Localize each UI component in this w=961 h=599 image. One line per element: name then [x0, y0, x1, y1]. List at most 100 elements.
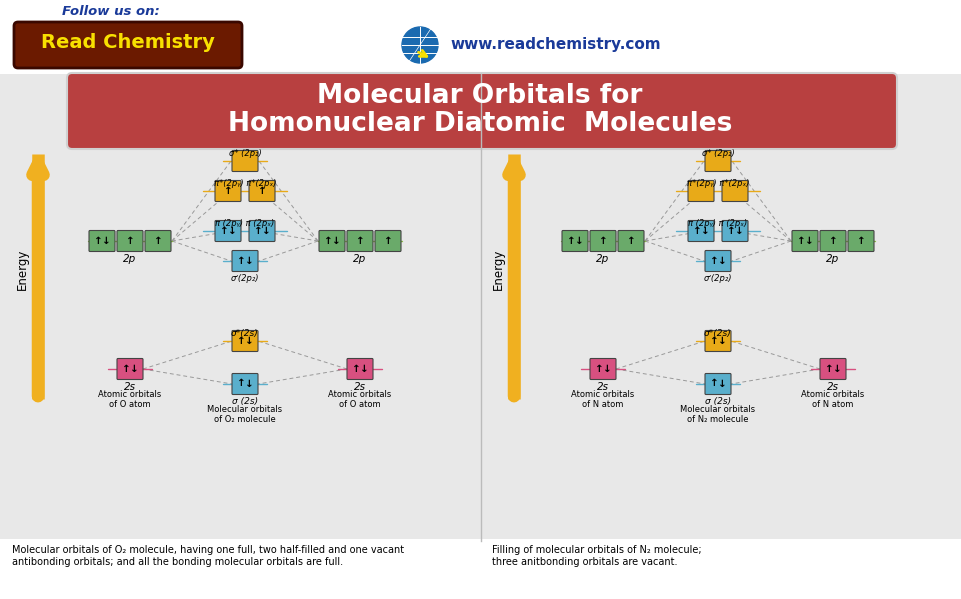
Text: Atomic orbitals
of N atom: Atomic orbitals of N atom [801, 390, 864, 409]
Text: ↓: ↓ [602, 364, 611, 374]
Text: ↑: ↑ [855, 235, 865, 246]
Text: Molecular Orbitals for: Molecular Orbitals for [317, 83, 642, 109]
Text: ↑: ↑ [709, 379, 718, 389]
Text: ↑: ↑ [594, 364, 603, 374]
Circle shape [402, 27, 437, 63]
FancyBboxPatch shape [67, 73, 896, 149]
Text: ↑: ↑ [254, 225, 262, 235]
Text: ↑: ↑ [236, 379, 245, 389]
Text: ↓: ↓ [734, 225, 743, 235]
Text: ↑: ↑ [566, 235, 575, 246]
Text: Atomic orbitals
of O atom: Atomic orbitals of O atom [98, 390, 161, 409]
FancyBboxPatch shape [232, 331, 258, 352]
Text: Atomic orbitals
of O atom: Atomic orbitals of O atom [328, 390, 391, 409]
FancyBboxPatch shape [617, 231, 643, 252]
Text: ↑: ↑ [352, 364, 360, 374]
Text: ↑: ↑ [93, 235, 102, 246]
FancyBboxPatch shape [687, 220, 713, 241]
FancyBboxPatch shape [117, 358, 143, 380]
FancyBboxPatch shape [89, 231, 115, 252]
Text: π (2pᵧ) π (2pₓ): π (2pᵧ) π (2pₓ) [688, 219, 747, 228]
FancyBboxPatch shape [347, 231, 373, 252]
Text: 2s: 2s [826, 382, 838, 392]
Text: ↓: ↓ [244, 256, 253, 265]
FancyBboxPatch shape [561, 231, 587, 252]
Text: σ (2s): σ (2s) [704, 397, 730, 406]
FancyBboxPatch shape [722, 180, 748, 201]
FancyBboxPatch shape [14, 22, 242, 68]
Text: ↓: ↓ [228, 225, 236, 235]
Text: ↓: ↓ [261, 225, 270, 235]
FancyBboxPatch shape [0, 539, 961, 599]
Text: Molecular orbitals of O₂ molecule, having one full, two half-filled and one vaca: Molecular orbitals of O₂ molecule, havin… [12, 545, 404, 567]
FancyBboxPatch shape [704, 250, 730, 271]
FancyBboxPatch shape [819, 358, 845, 380]
Text: ↓: ↓ [574, 235, 582, 246]
Text: ↑: ↑ [121, 364, 131, 374]
Text: ↓: ↓ [700, 225, 708, 235]
Text: ↑: ↑ [626, 235, 634, 246]
Text: ↑: ↑ [796, 235, 804, 246]
Text: ↓: ↓ [102, 235, 111, 246]
Text: ↓: ↓ [717, 256, 726, 265]
Text: Energy: Energy [15, 249, 29, 290]
Text: ↑: ↑ [236, 335, 245, 346]
Text: 2p: 2p [353, 254, 366, 264]
Text: ↑: ↑ [709, 335, 718, 346]
Text: σ* (2p₂): σ* (2p₂) [701, 149, 733, 158]
Text: ↑: ↑ [154, 235, 162, 246]
Text: σʻ(2p₂): σʻ(2p₂) [703, 274, 731, 283]
Text: ↓: ↓ [717, 379, 726, 389]
Text: σʻ(2p₂): σʻ(2p₂) [231, 274, 259, 283]
Text: π*(2pᵧ) π*(2pₓ): π*(2pᵧ) π*(2pₓ) [686, 179, 749, 188]
Text: Read Chemistry: Read Chemistry [41, 34, 214, 53]
Text: 2p: 2p [825, 254, 839, 264]
Text: Molecular orbitals
of N₂ molecule: Molecular orbitals of N₂ molecule [679, 405, 754, 425]
Text: 2p: 2p [596, 254, 609, 264]
FancyBboxPatch shape [722, 220, 748, 241]
FancyBboxPatch shape [145, 231, 171, 252]
FancyBboxPatch shape [687, 180, 713, 201]
Text: Energy: Energy [491, 249, 504, 290]
Text: 2s: 2s [124, 382, 136, 392]
Text: ↑: ↑ [219, 225, 228, 235]
Text: www.readchemistry.com: www.readchemistry.com [450, 38, 660, 53]
FancyBboxPatch shape [704, 374, 730, 395]
FancyBboxPatch shape [214, 180, 241, 201]
FancyBboxPatch shape [249, 180, 275, 201]
FancyBboxPatch shape [347, 358, 373, 380]
Text: ↑: ↑ [323, 235, 333, 246]
Text: ↑: ↑ [258, 186, 266, 195]
FancyBboxPatch shape [375, 231, 401, 252]
FancyBboxPatch shape [704, 331, 730, 352]
Text: Molecular orbitals
of O₂ molecule: Molecular orbitals of O₂ molecule [208, 405, 283, 425]
Text: ↑: ↑ [692, 225, 701, 235]
Text: Homonuclear Diatomic  Molecules: Homonuclear Diatomic Molecules [228, 111, 731, 137]
FancyBboxPatch shape [704, 150, 730, 171]
Text: ↓: ↓ [832, 364, 841, 374]
Text: σ (2s): σ (2s) [232, 397, 258, 406]
FancyBboxPatch shape [589, 231, 615, 252]
FancyBboxPatch shape [249, 220, 275, 241]
FancyBboxPatch shape [791, 231, 817, 252]
Text: ↑: ↑ [223, 186, 233, 195]
Text: π*(2pᵧ) π*(2pₓ): π*(2pᵧ) π*(2pₓ) [213, 179, 276, 188]
FancyBboxPatch shape [847, 231, 874, 252]
Text: σ*(2s): σ*(2s) [703, 329, 731, 338]
Text: π (2pᵧ) π (2pₓ): π (2pᵧ) π (2pₓ) [215, 219, 274, 228]
Text: ↑: ↑ [709, 256, 718, 265]
Text: σ* (2p₂): σ* (2p₂) [229, 149, 261, 158]
Text: ↑: ↑ [236, 256, 245, 265]
Text: ↓: ↓ [244, 379, 253, 389]
Text: ↑: ↑ [726, 225, 734, 235]
Text: σ*(2s): σ*(2s) [231, 329, 259, 338]
FancyBboxPatch shape [589, 358, 615, 380]
Text: ↑: ↑ [383, 235, 392, 246]
Text: ↑: ↑ [598, 235, 606, 246]
Text: ↑: ↑ [126, 235, 135, 246]
Text: ↓: ↓ [332, 235, 340, 246]
Text: ↑: ↑ [827, 235, 836, 246]
FancyBboxPatch shape [232, 374, 258, 395]
Text: 2p: 2p [123, 254, 136, 264]
FancyBboxPatch shape [214, 220, 241, 241]
